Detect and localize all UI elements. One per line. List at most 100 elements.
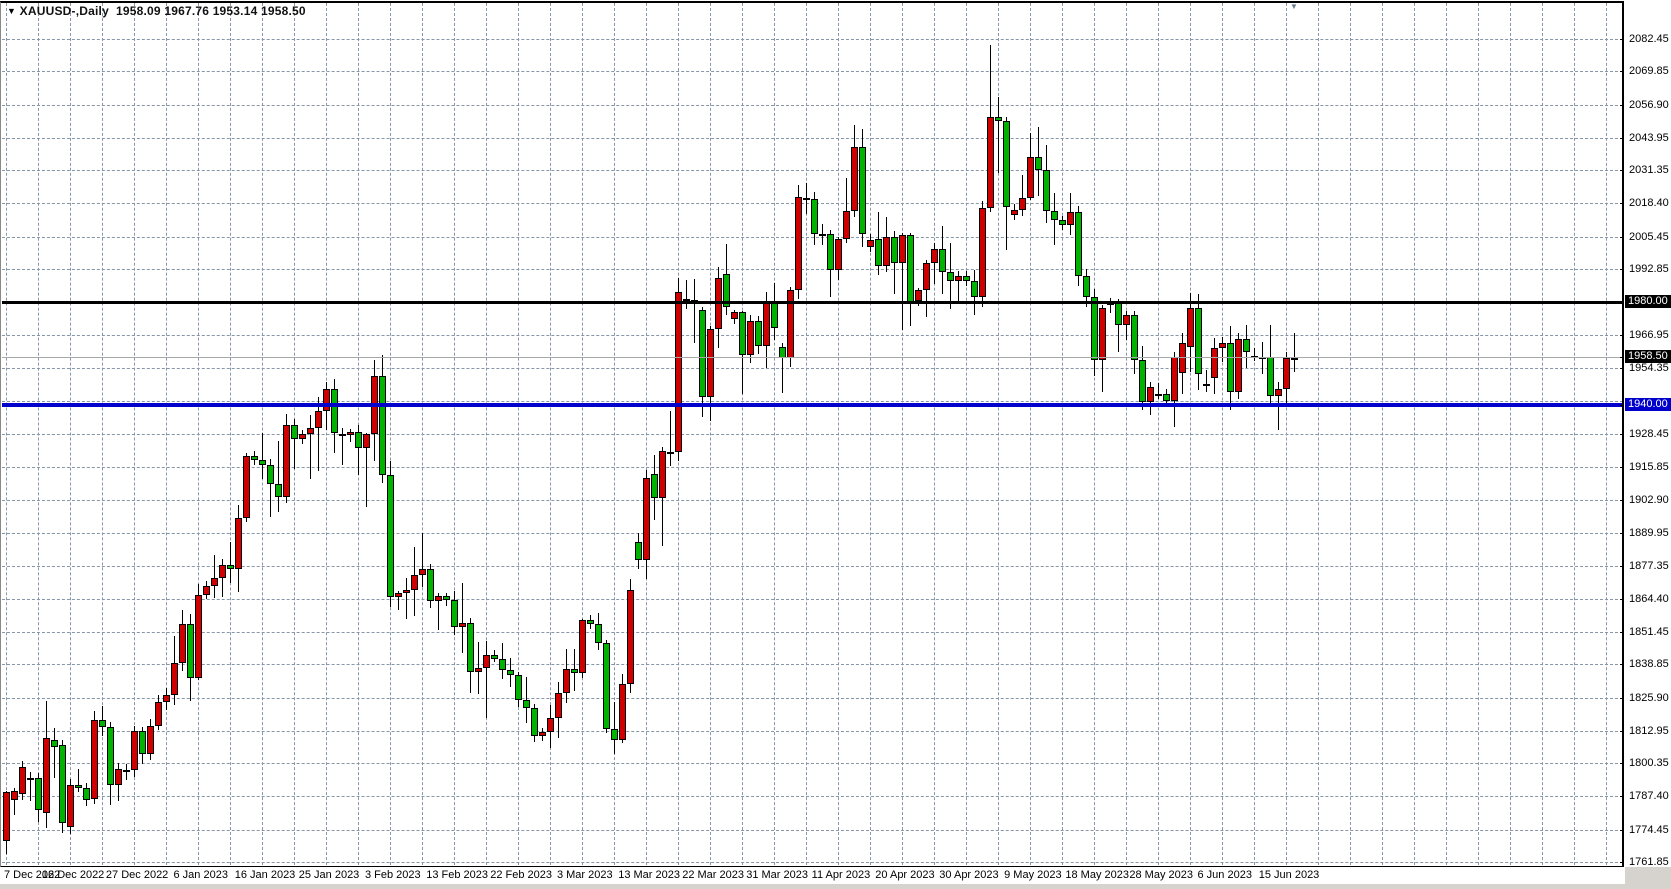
grid-line-v xyxy=(1222,3,1223,865)
grid-line-h xyxy=(2,599,1623,600)
price-tick xyxy=(1620,434,1624,435)
candle-body xyxy=(155,702,162,726)
grid-line-h xyxy=(2,632,1623,633)
price-tick xyxy=(1620,566,1624,567)
grid-line-v xyxy=(646,3,647,865)
candle-body xyxy=(43,738,50,813)
candle-wick xyxy=(1158,383,1159,399)
candle-body xyxy=(915,290,922,301)
price-tick xyxy=(1620,203,1624,204)
candle-body xyxy=(747,321,754,355)
candle-body xyxy=(203,586,210,595)
grid-line-v xyxy=(486,3,487,865)
grid-line-v xyxy=(390,3,391,865)
date-label: 3 Mar 2023 xyxy=(556,869,613,881)
candle-body xyxy=(467,623,474,672)
candle-body xyxy=(411,575,418,590)
candle-body xyxy=(35,778,42,810)
candle-wick xyxy=(78,769,79,792)
horizontal-line-1980[interactable] xyxy=(2,301,1623,304)
candle-body xyxy=(739,312,746,355)
candle-body xyxy=(459,623,466,627)
candle-body xyxy=(595,624,602,643)
grid-line-v xyxy=(870,3,871,865)
candle-wick xyxy=(486,641,487,718)
candle-body xyxy=(115,769,122,785)
candle-body xyxy=(1147,387,1154,402)
chart-ohlc-header: ▼ XAUUSD-,Daily 1958.09 1967.76 1953.14 … xyxy=(7,4,306,18)
date-label: 6 Jan 2023 xyxy=(173,869,228,881)
candle-body xyxy=(515,675,522,700)
candle-body xyxy=(651,474,658,498)
candle-body xyxy=(955,276,962,281)
horizontal-line-1940[interactable] xyxy=(2,403,1623,407)
candle-body xyxy=(843,211,850,239)
candle-wick xyxy=(782,343,783,393)
price-tick xyxy=(1620,731,1624,732)
candle-body xyxy=(347,432,354,435)
candle-body xyxy=(827,234,834,270)
candle-body xyxy=(899,235,906,263)
candle-wick xyxy=(318,397,319,471)
doji-cross xyxy=(123,770,130,772)
candle-wick xyxy=(310,415,311,479)
price-label: 1812.95 xyxy=(1629,725,1669,737)
candle-body xyxy=(139,731,146,754)
grid-line-v xyxy=(1286,3,1287,865)
price-tick xyxy=(1620,467,1624,468)
candle-wick xyxy=(670,411,671,466)
candle-body xyxy=(707,329,714,397)
candle-body xyxy=(1091,297,1098,360)
candle-body xyxy=(1011,210,1018,215)
doji-cross xyxy=(1259,357,1266,359)
candle-body xyxy=(131,731,138,770)
candle-body xyxy=(3,792,10,841)
time-axis[interactable]: 7 Dec 2022 16 Dec 2022 27 Dec 2022 6 Jan 20… xyxy=(0,867,1625,889)
grid-line-h xyxy=(2,698,1623,699)
candle-body xyxy=(947,272,954,281)
grid-line-h xyxy=(2,830,1623,831)
candle-wick xyxy=(694,279,695,343)
candle-body xyxy=(1243,339,1250,352)
price-axis[interactable]: 2082.45 2069.85 2056.90 2043.95 2031.35 2018.… xyxy=(1620,0,1671,868)
grid-line-v xyxy=(614,3,615,865)
candle-body xyxy=(267,465,274,484)
grid-line-v xyxy=(166,3,167,865)
candle-body xyxy=(603,643,610,729)
price-chart-plot-area[interactable]: ▼ XAUUSD-,Daily 1958.09 1967.76 1953.14 … xyxy=(0,0,1625,867)
doji-cross xyxy=(1291,358,1298,360)
grid-line-v xyxy=(1350,3,1351,865)
grid-line-v xyxy=(934,3,935,865)
grid-line-v xyxy=(1030,3,1031,865)
grid-line-v xyxy=(902,3,903,865)
grid-line-h xyxy=(2,401,1623,402)
symbol-dropdown-icon[interactable]: ▼ xyxy=(7,6,17,16)
price-label: 1838.85 xyxy=(1629,658,1669,670)
candle-body xyxy=(1275,389,1282,396)
price-label: 2043.95 xyxy=(1629,132,1669,144)
candle-body xyxy=(611,729,618,740)
candle-body xyxy=(1067,212,1074,225)
candle-body xyxy=(59,745,66,823)
candle-body xyxy=(235,518,242,569)
candle-body xyxy=(883,237,890,266)
grid-line-h xyxy=(2,862,1623,863)
grid-line-v xyxy=(838,3,839,865)
doji-cross xyxy=(803,198,810,200)
candle-body xyxy=(907,235,914,302)
doji-cross xyxy=(667,452,674,454)
candle-body xyxy=(1235,339,1242,392)
price-tick xyxy=(1620,335,1624,336)
candle-body xyxy=(1083,276,1090,297)
grid-line-h xyxy=(2,237,1623,238)
price-label: 1800.35 xyxy=(1629,757,1669,769)
candle-body xyxy=(643,478,650,560)
price-label: 2069.85 xyxy=(1629,65,1669,77)
candle-body xyxy=(75,785,82,788)
candle-body xyxy=(227,565,234,569)
candle-body xyxy=(867,240,874,247)
price-label: 1966.95 xyxy=(1629,329,1669,341)
price-line-label: 1980.00 xyxy=(1625,295,1671,308)
grid-line-v xyxy=(1446,3,1447,865)
candle-body xyxy=(171,663,178,695)
